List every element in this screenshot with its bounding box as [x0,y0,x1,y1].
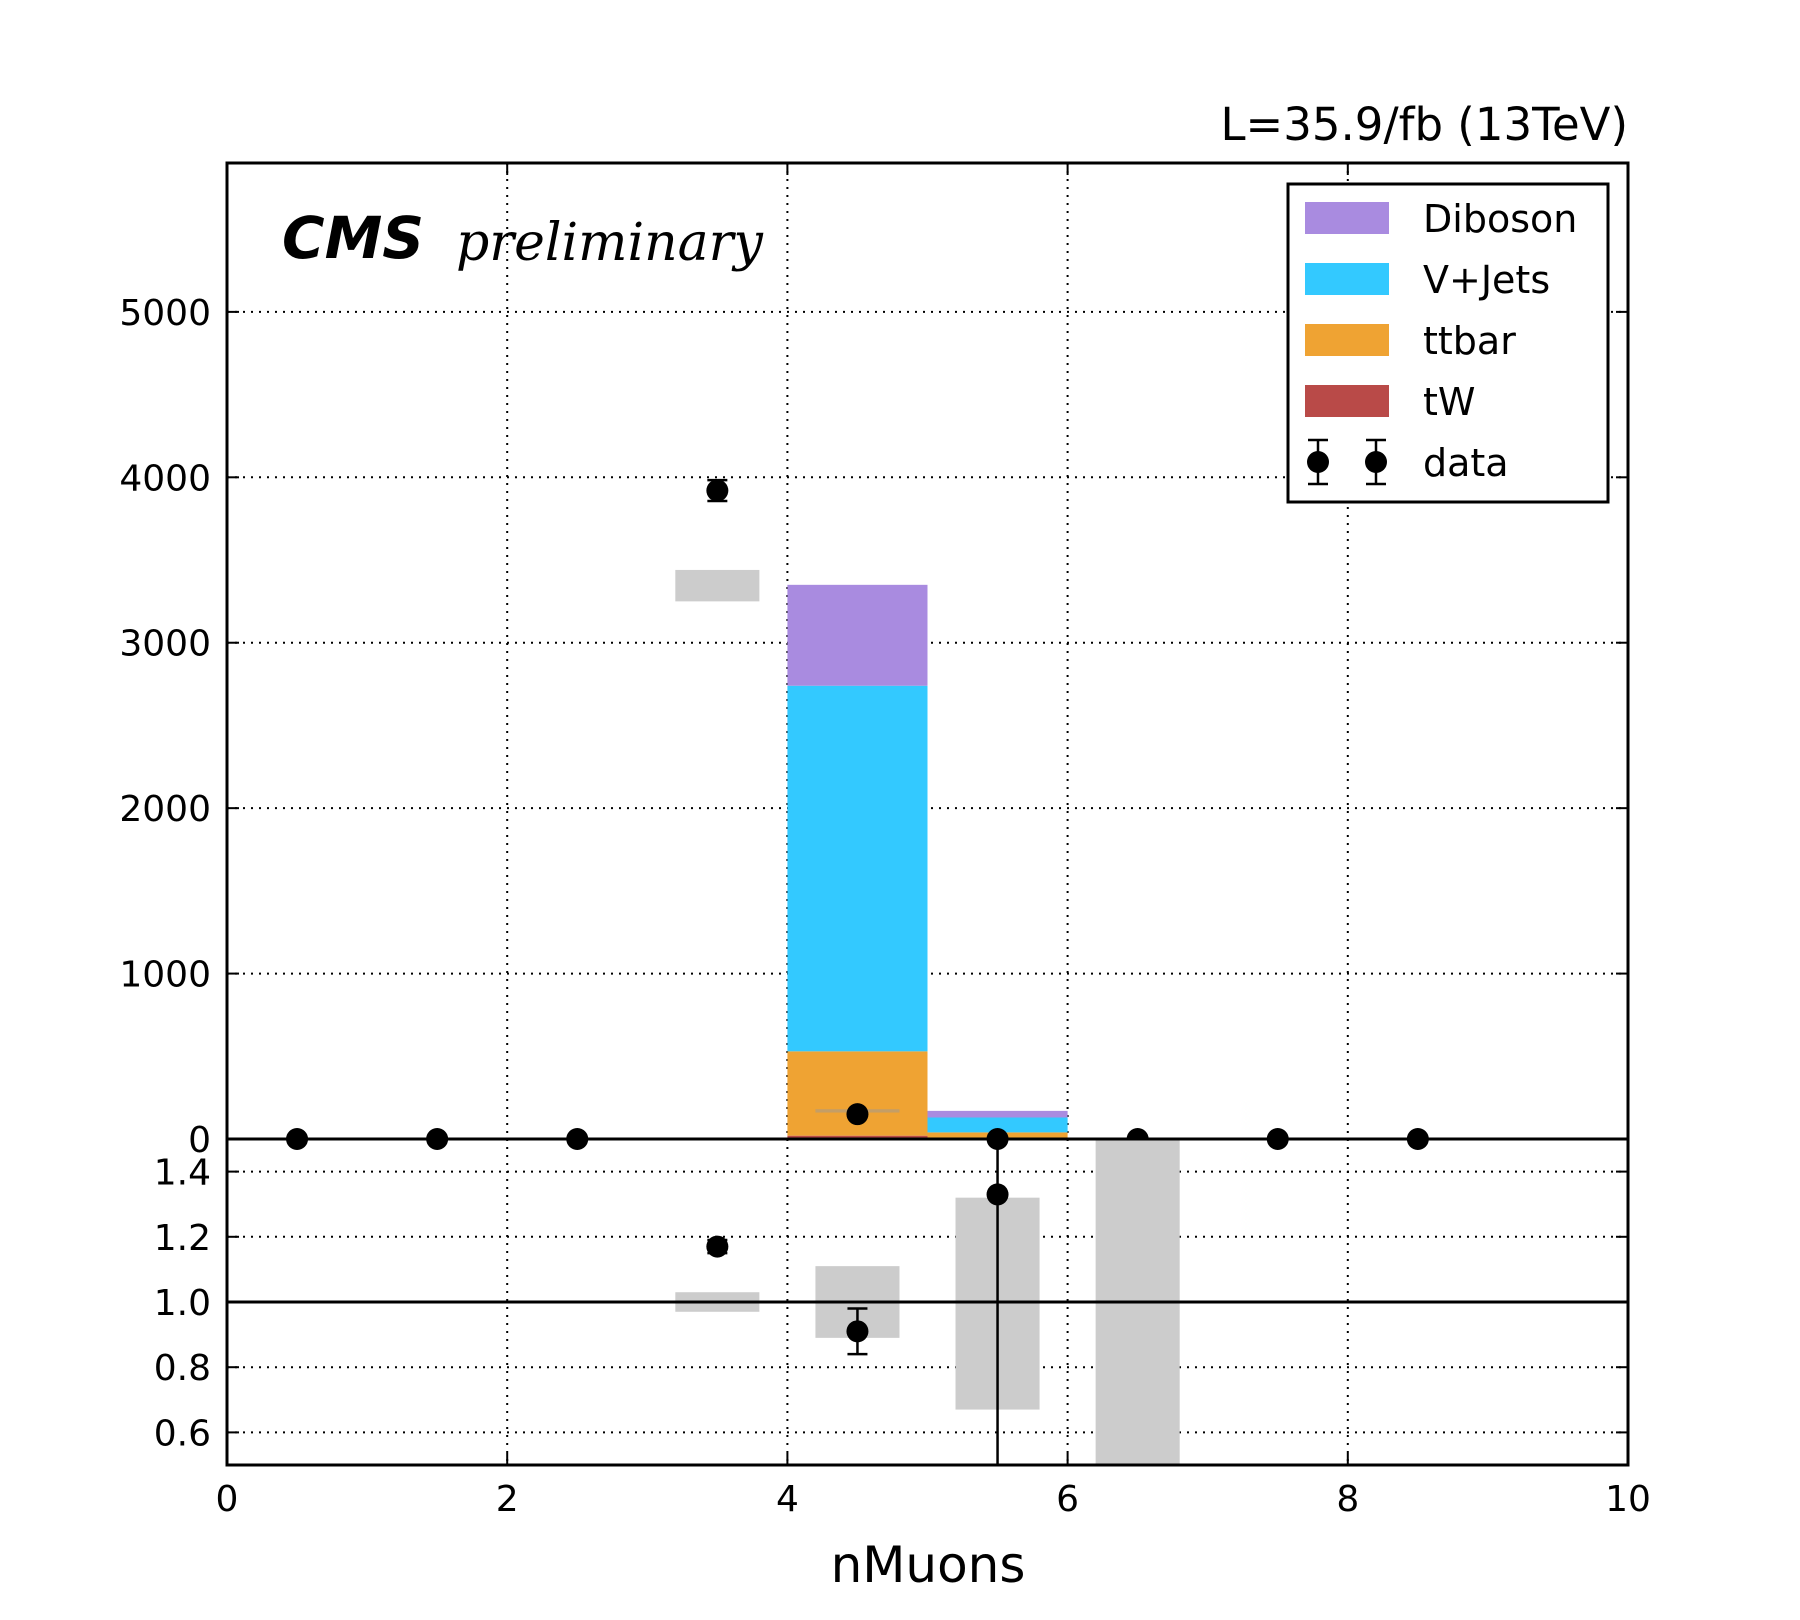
legend-data-marker [1365,451,1387,473]
mc-uncertainty-box [675,569,760,602]
y-tick-label: 1000 [119,955,211,996]
bar-diboson [787,584,928,686]
legend-swatch [1305,385,1389,417]
ratio-y-tick-label: 0.8 [154,1348,211,1389]
x-tick-label: 10 [1605,1479,1651,1520]
bar-v-jets [787,685,928,1052]
ratio-point [986,1183,1009,1206]
y-tick-label: 3000 [119,624,211,665]
ratio-y-tick-label: 1.2 [154,1218,211,1259]
legend-label: ttbar [1423,319,1516,363]
legend-swatch [1305,202,1389,234]
data-point [846,1103,869,1126]
legend-label: V+Jets [1423,258,1550,302]
x-tick-label: 4 [776,1479,799,1520]
ratio-y-tick-label: 1.0 [154,1283,211,1324]
ratio-panel: 0.6 0.8 1.0 1.2 1.4 0 2 4 6 8 10 [154,1137,1651,1520]
y-tick-label: 4000 [119,458,211,499]
ratio-panel-frame [225,1137,1630,1467]
x-axis-label: nMuons [831,1536,1026,1594]
x-tick-label: 2 [496,1479,519,1520]
luminosity-label: L=35.9/fb (13TeV) [1220,98,1628,151]
ratio-point [846,1320,869,1343]
ratio-y-tick-label: 1.4 [154,1153,211,1194]
x-tick-label: 0 [216,1479,239,1520]
bar-diboson [927,1110,1068,1118]
legend-label: data [1423,441,1509,485]
bar-v-jets [927,1117,1068,1133]
legend-data-marker [1307,451,1329,473]
status-label: preliminary [456,213,763,273]
x-tick-label: 8 [1336,1479,1359,1520]
y-tick-label: 2000 [119,789,211,830]
x-tick-label: 6 [1056,1479,1079,1520]
legend-label: Diboson [1423,197,1577,241]
y-tick-label: 5000 [119,293,211,334]
y-tick-label: 0 [188,1120,211,1161]
ratio-point [706,1235,729,1258]
bar-tw [787,1135,928,1139]
legend-label: tW [1423,380,1475,424]
experiment-label: CMS [282,204,424,272]
legend: Diboson V+Jets ttbar tW data [1286,182,1610,504]
ratio-y-tick-label: 0.6 [154,1413,211,1454]
legend-swatch [1305,324,1389,356]
legend-swatch [1305,263,1389,295]
data-point [706,479,729,502]
